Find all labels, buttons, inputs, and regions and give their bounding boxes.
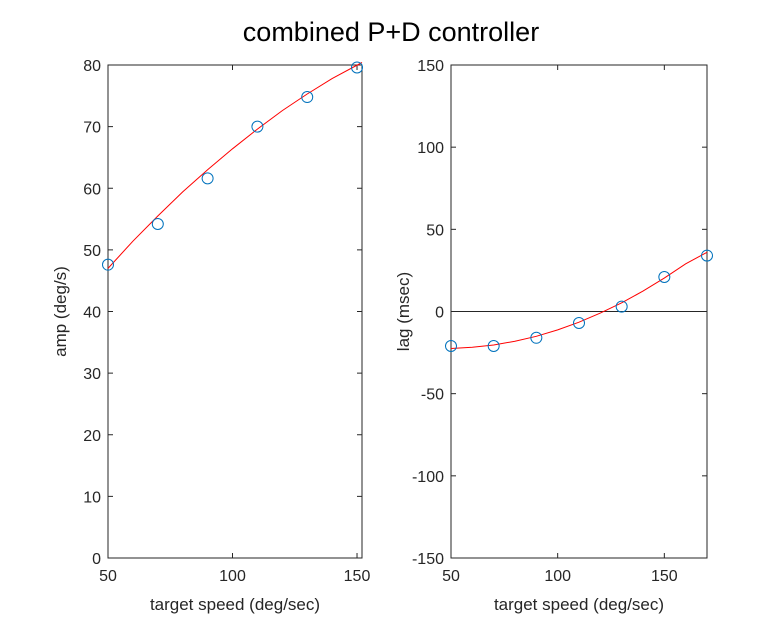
data-point — [530, 331, 543, 344]
data-point — [701, 249, 713, 262]
y-tick-label: 100 — [417, 140, 444, 157]
y-tick-label: 50 — [83, 243, 101, 260]
x-tick-label: 50 — [99, 568, 117, 585]
y-tick-label: 0 — [92, 551, 101, 568]
y-tick-label: 10 — [83, 489, 101, 506]
x-axis-label: target speed (deg/sec) — [494, 595, 664, 614]
x-tick-label: 50 — [442, 568, 460, 585]
y-tick-label: 0 — [435, 305, 444, 322]
y-axis-label: lag (msec) — [394, 272, 413, 351]
data-point — [487, 340, 500, 353]
right-axes: 50 100 150 -150 -100 -50 0 50 100 150 target speed… — [394, 58, 713, 614]
x-tick-label: 150 — [651, 568, 678, 585]
data-point — [102, 258, 114, 271]
axes-box — [107, 64, 363, 559]
y-tick-label: -50 — [421, 387, 444, 404]
fit-curve — [450, 251, 708, 349]
data-point — [445, 340, 457, 353]
data-point — [658, 270, 671, 283]
data-point — [301, 91, 314, 104]
x-axis-label: target speed (deg/sec) — [150, 595, 320, 614]
data-point — [615, 300, 628, 313]
y-tick-label: 60 — [83, 181, 101, 198]
data-point — [351, 61, 364, 74]
x-tick-label: 150 — [344, 568, 371, 585]
x-tick-label: 100 — [544, 568, 571, 585]
data-point — [151, 217, 164, 230]
y-tick-label: 150 — [417, 58, 444, 75]
y-tick-label: -100 — [412, 469, 444, 486]
y-axis-label: amp (deg/s) — [51, 266, 70, 357]
y-tick-label: 50 — [426, 222, 444, 239]
figure-title: combined P+D controller — [243, 17, 539, 47]
y-tick-label: 20 — [83, 428, 101, 445]
x-tick-label: 100 — [219, 568, 246, 585]
data-point — [573, 317, 585, 330]
fit-curve — [107, 62, 363, 269]
y-tick-label: 80 — [83, 58, 101, 75]
left-axes: 50 100 150 0 10 20 30 40 50 60 70 80 target speed (d… — [51, 58, 370, 614]
data-point — [251, 120, 264, 133]
y-tick-label: 40 — [83, 305, 101, 322]
y-tick-label: -150 — [412, 551, 444, 568]
y-tick-label: 70 — [83, 120, 101, 137]
data-point — [201, 172, 214, 185]
y-tick-label: 30 — [83, 366, 101, 383]
